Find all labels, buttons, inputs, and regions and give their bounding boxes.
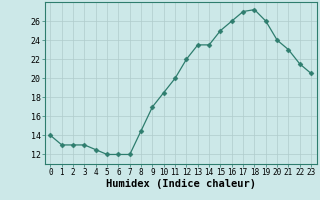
X-axis label: Humidex (Indice chaleur): Humidex (Indice chaleur) <box>106 179 256 189</box>
